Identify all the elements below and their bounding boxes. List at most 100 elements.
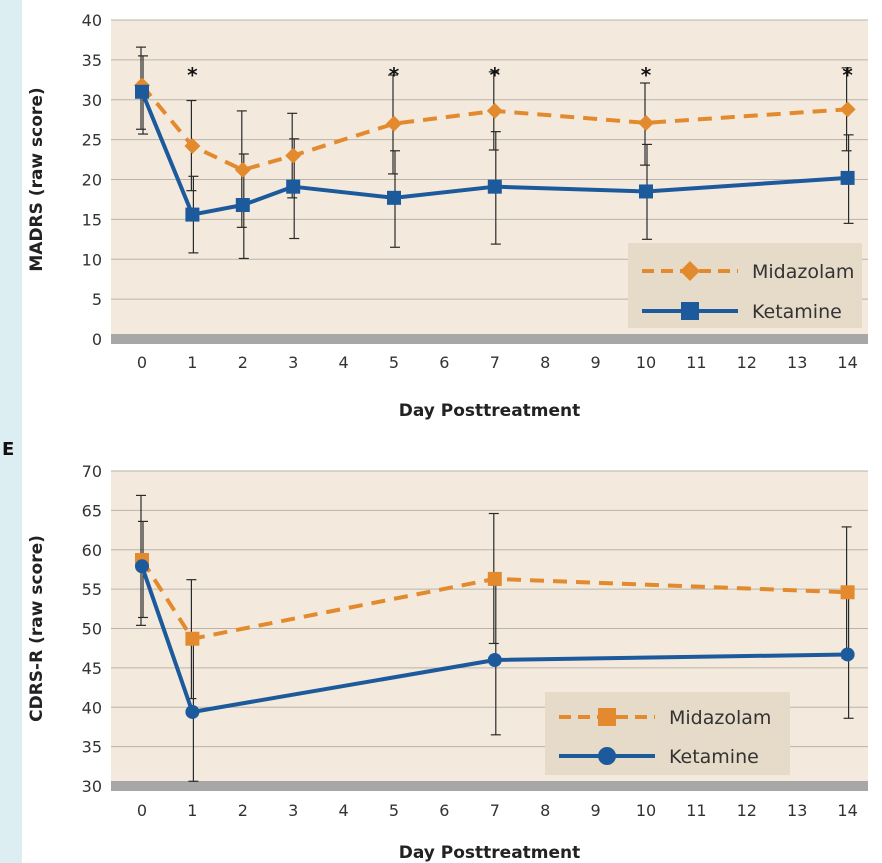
data-point-ketamine (840, 647, 855, 662)
significance-star: * (842, 63, 853, 87)
legend-marker-midazolam (598, 708, 616, 726)
data-point-midazolam (285, 147, 302, 164)
x-axis-title: Day Posttreatment (399, 401, 581, 421)
data-point-midazolam (184, 138, 201, 155)
x-tick-label: 9 (591, 801, 601, 820)
legend-2: Midazolam Ketamine (545, 692, 790, 775)
x-tick-label: 3 (288, 353, 298, 372)
x-tick-label: 8 (540, 801, 550, 820)
y-tick-label: 30 (82, 777, 102, 796)
x-tick-label: 5 (389, 801, 399, 820)
series-line-ketamine (140, 565, 848, 714)
y-tick-label: 40 (82, 11, 102, 30)
data-point-midazolam (840, 585, 855, 600)
y-tick-label: 15 (82, 210, 102, 229)
y-tick-label: 25 (82, 131, 102, 150)
data-point-ketamine (185, 207, 200, 222)
x-tick-label: 6 (439, 353, 449, 372)
x-tick-label: 11 (686, 801, 706, 820)
y-tick-label: 60 (82, 541, 102, 560)
data-point-midazolam (486, 102, 503, 119)
data-point-ketamine (487, 653, 502, 667)
data-point-ketamine (487, 179, 502, 194)
significance-star: * (490, 63, 501, 87)
x-tick-label: 11 (686, 353, 706, 372)
data-point-midazolam (487, 571, 502, 586)
y-tick-label: 65 (82, 501, 102, 520)
x-axis-title: Day Posttreatment (399, 843, 581, 863)
x-tick-label: 10 (636, 801, 656, 820)
legend-1: Midazolam Ketamine (628, 243, 862, 328)
data-point-midazolam (386, 115, 402, 132)
panel-label: E (2, 439, 14, 460)
significance-star: * (641, 63, 652, 87)
data-point-ketamine (387, 190, 401, 205)
page-edge-band (0, 0, 22, 863)
data-point-midazolam (638, 114, 654, 131)
data-point-ketamine (639, 184, 653, 199)
y-tick-label: 70 (82, 462, 102, 481)
significance-star: * (389, 63, 400, 87)
y-tick-label: 55 (82, 580, 102, 599)
x-tick-label: 7 (490, 801, 500, 820)
x-tick-label: 7 (490, 353, 500, 372)
y-tick-label: 5 (92, 290, 102, 309)
data-point-ketamine (286, 179, 301, 194)
x-tick-label: 13 (787, 801, 807, 820)
legend-label-ketamine: Ketamine (752, 301, 842, 323)
y-axis-title: MADRS (raw score) (27, 87, 47, 271)
data-point-midazolam (234, 161, 251, 178)
y-tick-label: 35 (82, 51, 102, 70)
x-tick-label: 12 (737, 801, 757, 820)
x-tick-label: 12 (737, 353, 757, 372)
data-point-ketamine (840, 170, 855, 185)
y-tick-label: 35 (82, 738, 102, 757)
data-point-midazolam (185, 631, 200, 646)
legend-marker-ketamine (681, 302, 699, 320)
series-line-ketamine (140, 91, 848, 217)
significance-star: * (187, 63, 198, 87)
x-tick-label: 5 (389, 353, 399, 372)
x-tick-label: 1 (187, 353, 197, 372)
data-point-ketamine (135, 84, 149, 99)
x-tick-label: 1 (187, 801, 197, 820)
x-tick-label: 14 (837, 353, 857, 372)
x-tick-label: 6 (439, 801, 449, 820)
x-tick-label: 9 (591, 353, 601, 372)
x-tick-label: 10 (636, 353, 656, 372)
y-tick-label: 20 (82, 171, 102, 190)
legend-box (545, 692, 790, 775)
y-tick-label: 0 (92, 330, 102, 349)
x-axis-baseline (111, 781, 868, 791)
y-tick-label: 50 (82, 620, 102, 639)
x-tick-label: 8 (540, 353, 550, 372)
legend-label-midazolam: Midazolam (669, 707, 771, 729)
data-point-ketamine (135, 559, 149, 574)
y-axis-title: CDRS-R (raw score) (27, 535, 47, 722)
x-tick-label: 2 (238, 801, 248, 820)
x-tick-label: 4 (339, 353, 349, 372)
y-tick-label: 45 (82, 659, 102, 678)
series-line-midazolam (140, 84, 848, 172)
legend-label-ketamine: Ketamine (669, 746, 759, 768)
y-tick-label: 10 (82, 250, 102, 269)
legend-box (628, 243, 862, 328)
y-tick-label: 40 (82, 698, 102, 717)
series-line-midazolam (140, 558, 848, 641)
x-tick-label: 4 (339, 801, 349, 820)
data-point-ketamine (235, 198, 250, 213)
legend-marker-midazolam (680, 261, 700, 281)
data-point-ketamine (185, 704, 200, 719)
legend-label-midazolam: Midazolam (752, 261, 854, 283)
x-tick-label: 0 (137, 353, 147, 372)
x-axis-baseline (111, 334, 868, 344)
x-tick-label: 14 (837, 801, 857, 820)
data-point-midazolam (839, 101, 856, 118)
legend-marker-ketamine (598, 747, 616, 765)
y-tick-label: 30 (82, 91, 102, 110)
x-tick-label: 13 (787, 353, 807, 372)
